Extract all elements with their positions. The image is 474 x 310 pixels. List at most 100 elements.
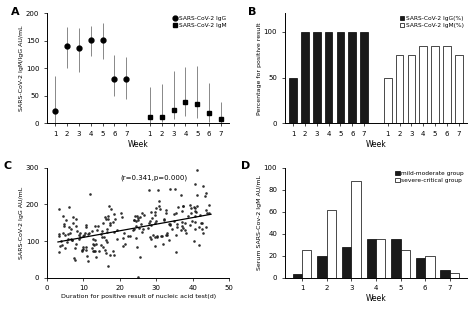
Point xyxy=(119,243,127,248)
Point xyxy=(134,215,141,220)
Point xyxy=(205,202,213,207)
Point xyxy=(202,190,210,195)
Point xyxy=(200,184,207,189)
Point xyxy=(83,253,91,258)
Point xyxy=(70,214,77,219)
Point xyxy=(147,222,155,227)
Point xyxy=(165,238,173,243)
Point xyxy=(62,218,70,223)
Point xyxy=(163,233,171,238)
Point xyxy=(163,207,170,212)
Point xyxy=(67,237,74,242)
Point xyxy=(196,225,203,230)
Point xyxy=(89,246,96,251)
Point xyxy=(93,241,100,246)
Point xyxy=(76,235,83,240)
Point xyxy=(145,225,152,230)
Point xyxy=(64,237,72,242)
Bar xyxy=(425,256,435,278)
Y-axis label: SARS-CoV-2 IgG AU/mL: SARS-CoV-2 IgG AU/mL xyxy=(19,187,25,259)
Point xyxy=(64,232,72,237)
Point xyxy=(88,228,96,233)
Point xyxy=(59,231,67,236)
Point xyxy=(98,235,105,240)
Point xyxy=(103,229,111,234)
Point xyxy=(146,187,153,192)
Point xyxy=(63,239,71,244)
Point xyxy=(192,210,200,215)
Point xyxy=(58,243,65,248)
Point xyxy=(84,259,92,264)
Point xyxy=(72,241,80,246)
Point xyxy=(68,227,75,232)
Point xyxy=(163,232,170,237)
Point xyxy=(152,244,159,249)
Legend: mild-moderate group, severe-critical group: mild-moderate group, severe-critical gro… xyxy=(395,171,464,183)
Point xyxy=(124,234,132,239)
Point xyxy=(139,227,147,232)
Point xyxy=(166,223,174,228)
X-axis label: Duration for positive result of nucleic acid test(d): Duration for positive result of nucleic … xyxy=(61,294,216,299)
Point xyxy=(60,224,68,228)
Point xyxy=(91,248,98,253)
Point xyxy=(78,249,86,254)
Point xyxy=(82,225,90,230)
Point xyxy=(94,224,101,228)
Bar xyxy=(416,258,425,278)
Point xyxy=(151,220,159,225)
Point xyxy=(146,234,154,239)
Point xyxy=(102,250,109,255)
Point xyxy=(166,221,173,226)
Point xyxy=(132,236,140,241)
Point xyxy=(79,247,86,252)
Point xyxy=(178,223,185,228)
Bar xyxy=(337,32,344,123)
Point xyxy=(59,214,66,219)
Bar xyxy=(396,55,403,123)
Point xyxy=(140,212,147,217)
X-axis label: Week: Week xyxy=(365,294,386,303)
Point xyxy=(191,219,199,224)
Point xyxy=(178,208,185,213)
Text: (r=0.341,p=0.000): (r=0.341,p=0.000) xyxy=(120,174,187,181)
Point xyxy=(165,221,173,226)
Point xyxy=(104,239,111,244)
Point xyxy=(135,225,143,230)
Point xyxy=(104,263,111,268)
Point xyxy=(151,212,159,217)
Point xyxy=(148,215,155,220)
Point xyxy=(200,231,207,236)
Bar xyxy=(293,274,302,278)
Bar xyxy=(313,32,320,123)
Point xyxy=(145,220,153,225)
X-axis label: Week: Week xyxy=(128,140,148,149)
Point xyxy=(110,230,118,235)
Point xyxy=(97,232,104,237)
Point xyxy=(135,218,142,223)
Point xyxy=(191,206,199,210)
Point xyxy=(94,228,101,232)
Point xyxy=(164,231,171,236)
Point xyxy=(155,198,163,203)
Point xyxy=(198,221,206,226)
Point xyxy=(55,206,63,211)
Point xyxy=(199,226,206,231)
Point xyxy=(91,242,98,247)
Text: A: A xyxy=(10,7,19,17)
Point xyxy=(66,230,73,235)
Text: C: C xyxy=(3,161,11,171)
Point xyxy=(191,227,199,232)
Point xyxy=(168,227,176,232)
Point xyxy=(101,215,109,219)
Point xyxy=(153,234,161,239)
Point xyxy=(153,218,160,223)
Point xyxy=(162,210,169,215)
Point xyxy=(203,211,210,216)
Point xyxy=(188,205,195,210)
Point xyxy=(130,227,137,232)
Text: B: B xyxy=(248,7,257,17)
Point xyxy=(110,211,118,216)
Point xyxy=(179,204,187,209)
Bar xyxy=(450,273,459,278)
Point xyxy=(187,210,194,215)
